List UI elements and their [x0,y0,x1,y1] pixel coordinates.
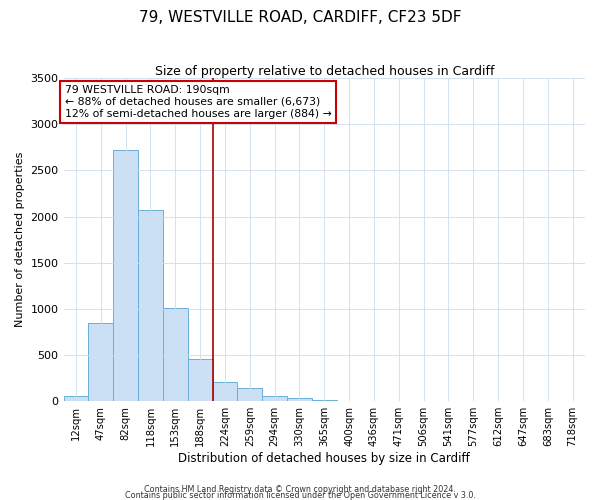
X-axis label: Distribution of detached houses by size in Cardiff: Distribution of detached houses by size … [178,452,470,465]
Bar [138,210,163,401]
Bar [64,396,88,401]
Bar [312,400,337,401]
Text: Contains HM Land Registry data © Crown copyright and database right 2024.: Contains HM Land Registry data © Crown c… [144,486,456,494]
Bar [287,398,312,401]
Bar [88,322,113,401]
Bar [212,382,238,401]
Title: Size of property relative to detached houses in Cardiff: Size of property relative to detached ho… [155,65,494,78]
Bar [262,396,287,401]
Text: 79 WESTVILLE ROAD: 190sqm
← 88% of detached houses are smaller (6,673)
12% of se: 79 WESTVILLE ROAD: 190sqm ← 88% of detac… [65,86,332,118]
Bar [113,150,138,401]
Text: 79, WESTVILLE ROAD, CARDIFF, CF23 5DF: 79, WESTVILLE ROAD, CARDIFF, CF23 5DF [139,10,461,25]
Text: Contains public sector information licensed under the Open Government Licence v : Contains public sector information licen… [125,492,475,500]
Bar [163,308,188,401]
Bar [188,358,212,401]
Bar [238,388,262,401]
Y-axis label: Number of detached properties: Number of detached properties [15,152,25,328]
